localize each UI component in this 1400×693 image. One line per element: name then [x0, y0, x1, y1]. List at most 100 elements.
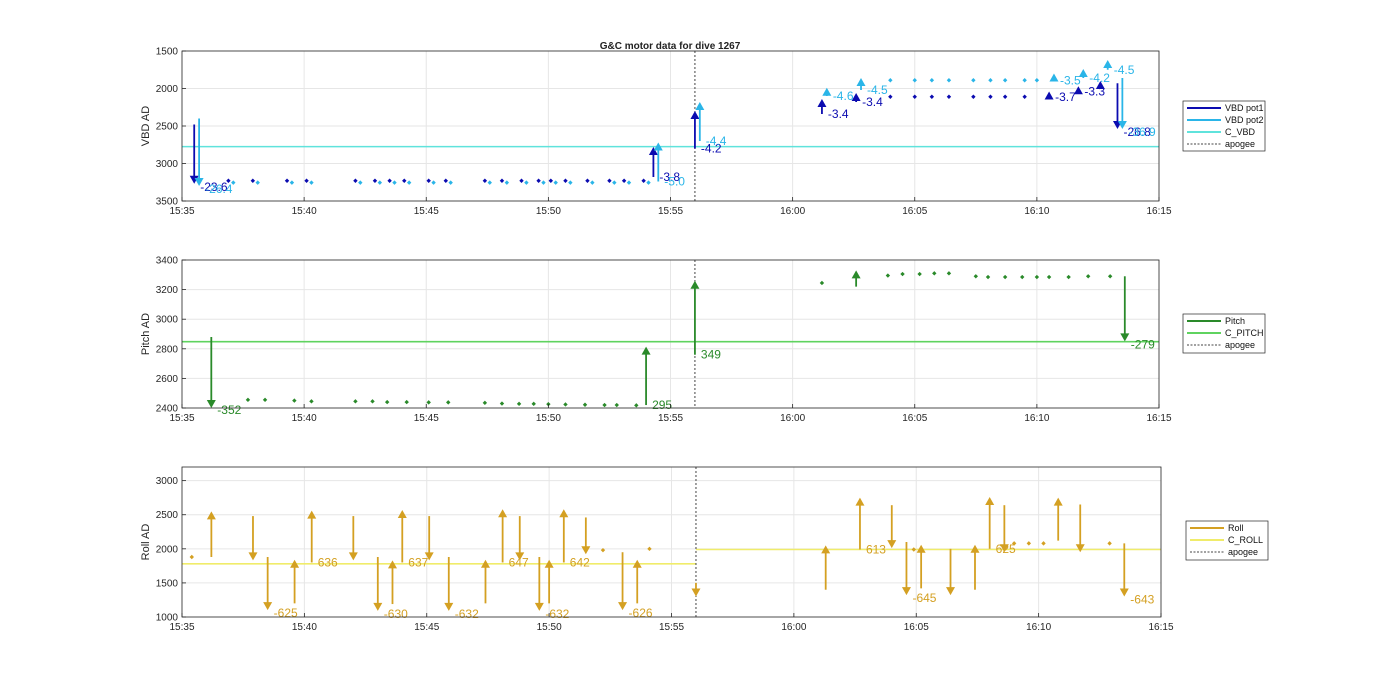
data-point	[621, 178, 627, 183]
y-tick-label: 3200	[156, 285, 179, 296]
x-tick-label: 16:00	[780, 413, 805, 424]
x-tick-label: 15:50	[536, 206, 561, 217]
data-point	[402, 178, 407, 183]
data-label: 636	[318, 555, 338, 569]
x-tick-label: 16:05	[902, 206, 927, 217]
data-point	[482, 400, 488, 406]
data-label: -26.4	[205, 182, 233, 196]
y-axis-label: Roll AD	[140, 524, 152, 561]
x-tick-label: 16:15	[1148, 622, 1173, 633]
data-label: 613	[866, 543, 886, 557]
data-point	[387, 178, 392, 183]
x-tick-label: 15:55	[658, 413, 683, 424]
arrow-head	[648, 147, 658, 155]
arrow-head	[544, 559, 554, 568]
arrow-head	[248, 552, 258, 561]
x-tick-label: 16:05	[904, 622, 929, 633]
arrow-head	[348, 552, 358, 561]
data-point	[231, 180, 236, 185]
data-point	[384, 399, 390, 405]
data-label: -645	[912, 591, 936, 605]
arrow-head	[1044, 91, 1054, 100]
data-point	[292, 398, 297, 403]
data-point	[189, 554, 194, 560]
data-point	[607, 178, 612, 183]
data-point	[531, 401, 536, 407]
data-point	[289, 180, 295, 185]
data-point	[353, 178, 358, 183]
data-point	[353, 399, 358, 404]
data-point	[971, 78, 976, 83]
data-point	[406, 180, 412, 185]
data-point	[1085, 274, 1091, 279]
arrow-head	[307, 510, 317, 519]
data-point	[226, 178, 231, 183]
data-point	[888, 78, 893, 83]
data-label: -26.8	[1123, 125, 1151, 139]
data-point	[309, 399, 314, 404]
legend-box	[1182, 100, 1266, 152]
arrow-head	[690, 111, 700, 119]
data-label: -279	[1131, 337, 1155, 351]
series-vbd-pot2: -26.4 -5.0 -4.4 -4.6 -4.5 -3.5 -4.2 -4.5 -36.9	[194, 60, 1156, 196]
x-tick-label: 16:10	[1024, 413, 1049, 424]
data-point	[487, 180, 492, 185]
x-tick-label: 15:40	[292, 622, 317, 633]
data-point	[448, 180, 453, 185]
x-tick-label: 15:35	[169, 413, 194, 424]
arrow-head	[641, 346, 651, 355]
arrow-head	[1075, 544, 1085, 553]
arrow-head	[387, 560, 397, 569]
arrow-head	[206, 400, 216, 408]
data-point	[911, 547, 917, 552]
arrow-head	[373, 602, 383, 611]
data-label: -643	[1130, 593, 1154, 607]
data-point	[1002, 274, 1008, 280]
data-point	[309, 180, 314, 185]
data-point	[548, 178, 554, 183]
arrow-head	[822, 87, 832, 96]
data-point	[971, 94, 976, 99]
arrow-head	[424, 552, 434, 561]
x-tick-label: 16:05	[902, 413, 927, 424]
data-label: -4.6	[833, 89, 854, 103]
data-label: -352	[217, 403, 241, 417]
arrow-head	[1095, 81, 1105, 89]
data-point	[626, 180, 632, 185]
data-point	[372, 178, 378, 183]
data-point	[563, 178, 568, 183]
data-point	[1034, 78, 1040, 83]
legend-label: Roll	[1228, 523, 1244, 533]
legend-label: C_VBD	[1225, 127, 1256, 137]
arrow-head	[444, 602, 454, 611]
data-label: -626	[629, 606, 653, 620]
data-point	[499, 178, 505, 183]
data-point	[602, 402, 607, 408]
data-label: 295	[652, 398, 672, 412]
arrow-head	[1073, 86, 1083, 95]
x-tick-label: 16:00	[781, 622, 806, 633]
arrow-head	[985, 497, 995, 505]
legend-label: Pitch	[1225, 316, 1245, 326]
data-point	[426, 400, 431, 405]
arrow-head	[263, 602, 273, 611]
arrow-head	[856, 78, 866, 86]
x-tick-label: 15:45	[414, 622, 439, 633]
data-point	[582, 402, 588, 407]
arrow-head	[851, 270, 861, 279]
data-label: -625	[274, 606, 298, 620]
x-tick-label: 15:45	[414, 413, 439, 424]
data-point	[1034, 274, 1040, 280]
data-point	[431, 180, 436, 185]
y-tick-label: 2600	[156, 374, 179, 385]
data-point	[392, 180, 397, 185]
data-point	[304, 178, 309, 183]
y-axis-label: Pitch AD	[140, 313, 152, 355]
y-tick-label: 1500	[156, 47, 179, 58]
data-point	[1022, 78, 1027, 83]
legend-label: C_ROLL	[1228, 535, 1263, 545]
data-point	[426, 178, 431, 183]
